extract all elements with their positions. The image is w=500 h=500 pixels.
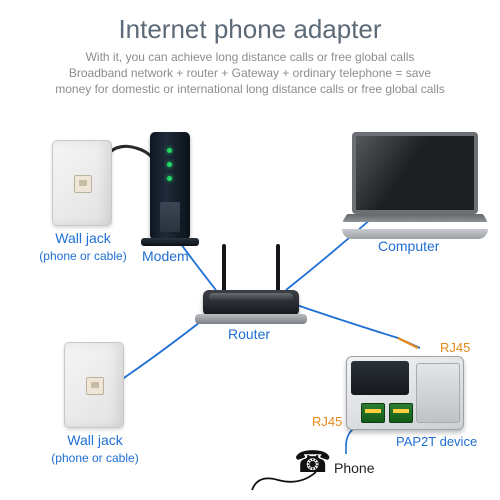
router-base — [195, 314, 307, 324]
wall-jack-1-port — [74, 175, 92, 193]
wall-jack-1 — [52, 140, 112, 226]
rj45-port-1 — [361, 403, 385, 423]
wall-jack-2 — [64, 342, 124, 428]
computer-label: Computer — [378, 238, 439, 255]
router-antenna-left — [222, 244, 226, 296]
pap2t-device — [346, 356, 464, 430]
wall-jack-2-port — [86, 377, 104, 395]
wall-jack-1-label-text: Wall jack — [55, 230, 111, 246]
modem-label: Modem — [142, 248, 189, 265]
wall-jack-2-label: Wall jack (phone or cable) — [40, 432, 150, 466]
rj45-label-bottom: RJ45 — [312, 414, 342, 430]
wall-jack-1-label-sub: (phone or cable) — [39, 249, 126, 263]
computer-device — [352, 132, 488, 239]
wall-jack-2-label-text: Wall jack — [67, 432, 123, 448]
wall-jack-1-label: Wall jack (phone or cable) — [28, 230, 138, 264]
modem-device — [150, 132, 190, 240]
rj45-port-2 — [389, 403, 413, 423]
router-label: Router — [228, 326, 270, 343]
phone-label: Phone — [334, 460, 374, 477]
phone-icon: ☎ — [294, 448, 331, 478]
rj45-label-top: RJ45 — [440, 340, 470, 356]
wall-jack-2-label-sub: (phone or cable) — [51, 451, 138, 465]
modem-stand — [141, 238, 199, 246]
pap2t-label: PAP2T device — [396, 434, 477, 450]
router-device — [203, 290, 299, 316]
diagram-canvas: Internet phone adapter With it, you can … — [0, 0, 500, 500]
router-antenna-right — [276, 244, 280, 296]
